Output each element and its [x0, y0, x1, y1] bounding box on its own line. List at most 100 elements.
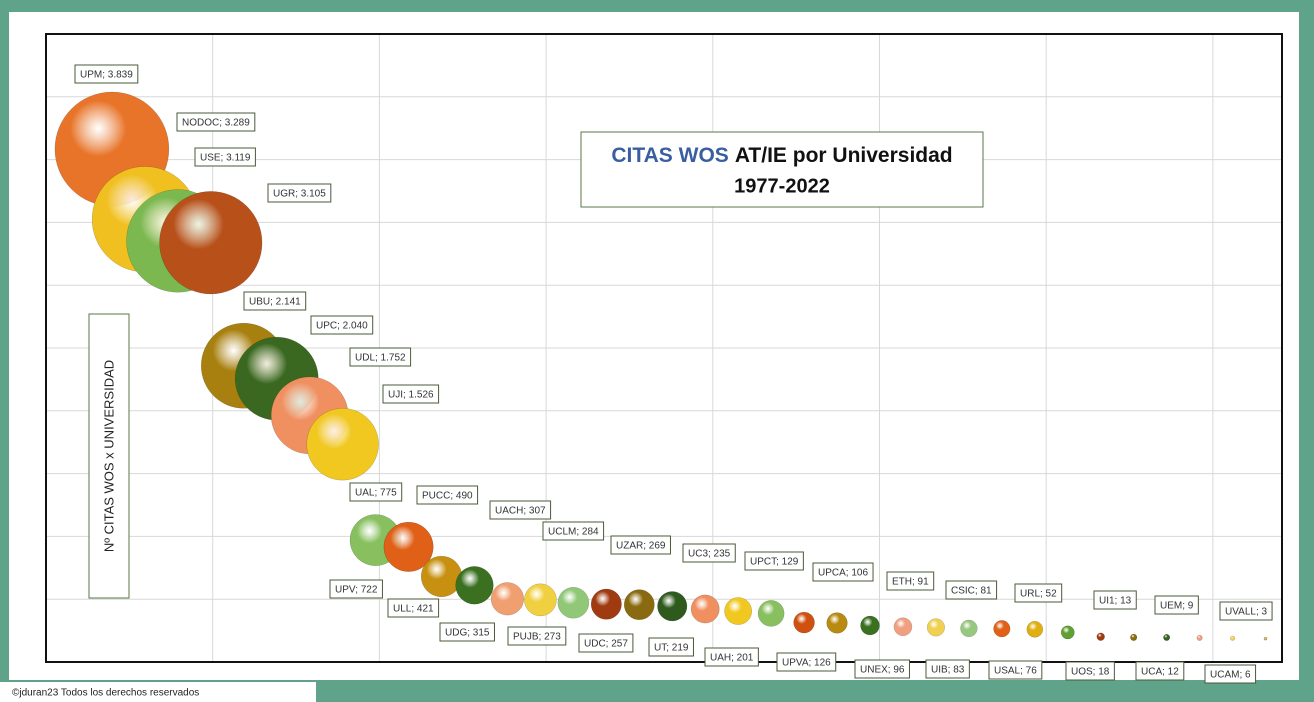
label-box	[176, 112, 256, 132]
label-box	[439, 622, 495, 642]
label-box	[886, 571, 935, 591]
data-label: UPVA; 126	[782, 658, 831, 669]
data-label: UT; 219	[654, 643, 689, 654]
data-label: UPM; 3.839	[80, 70, 133, 81]
data-label: USE; 3.119	[200, 153, 251, 164]
data-label: UCAM; 6	[1210, 670, 1251, 681]
label-box	[387, 598, 440, 618]
label-box	[578, 633, 634, 653]
label-box	[1219, 601, 1273, 621]
bubble	[1196, 634, 1203, 641]
data-label: UACH; 307	[495, 506, 546, 517]
data-label: UBU; 2.141	[249, 297, 301, 308]
bubble	[557, 587, 590, 619]
label-box	[1135, 661, 1185, 681]
data-label: UI1; 13	[1099, 596, 1132, 607]
bubble	[1060, 625, 1075, 640]
data-label: UDL; 1.752	[355, 353, 406, 364]
label-box	[542, 521, 605, 541]
label-box	[744, 551, 804, 571]
chart-title: CITAS WOS AT/IE por Universidad	[611, 144, 952, 167]
data-label: UAL; 775	[355, 488, 397, 499]
bubble	[690, 594, 720, 624]
data-label: UPCA; 106	[818, 568, 868, 579]
data-label: UJI; 1.526	[388, 390, 434, 401]
label-box	[349, 347, 412, 367]
bubble	[490, 582, 525, 616]
data-label: UVALL; 3	[1225, 607, 1267, 618]
bubble	[383, 521, 434, 572]
data-label: ULL; 421	[393, 604, 434, 615]
y-axis-label: Nº CITAS WOS x UNIVERSIDAD	[101, 360, 116, 552]
data-label: UAH; 201	[710, 653, 754, 664]
data-label: UDC; 257	[584, 639, 628, 650]
label-box	[1093, 590, 1137, 610]
footer: ©jduran23 Todos los derechos reservados	[12, 688, 199, 699]
label-box	[329, 579, 383, 599]
bubble	[860, 615, 880, 636]
label-box	[776, 652, 837, 672]
data-label: UDG; 315	[445, 628, 490, 639]
bubble	[590, 588, 622, 620]
label-box	[610, 535, 671, 555]
bubble	[1026, 621, 1044, 638]
data-label: UEM; 9	[1160, 601, 1194, 612]
title-box	[580, 131, 984, 208]
bubble	[455, 566, 494, 605]
chart-background	[9, 12, 1299, 680]
bubble	[1163, 634, 1171, 641]
label-box	[310, 315, 374, 335]
label-box	[194, 147, 256, 167]
data-label: PUCC; 490	[422, 491, 473, 502]
y-label-box	[88, 313, 130, 599]
label-box	[812, 562, 874, 582]
label-box	[648, 637, 694, 657]
data-label: UCLM; 284	[548, 527, 599, 538]
data-label: NODOC; 3.289	[182, 118, 250, 129]
bubble	[893, 617, 913, 637]
label-box	[925, 659, 970, 679]
label-box	[1154, 595, 1199, 615]
data-label: UZAR; 269	[616, 541, 666, 552]
label-box	[854, 659, 910, 679]
bubble	[757, 600, 785, 627]
label-box	[988, 660, 1043, 680]
bubble	[826, 612, 848, 634]
label-box	[416, 485, 479, 505]
label-box	[682, 543, 736, 563]
bubble	[306, 408, 379, 481]
footer-box	[0, 682, 316, 702]
data-label: CSIC; 81	[951, 586, 992, 597]
bubble	[159, 191, 263, 295]
label-box	[1065, 661, 1115, 681]
data-label: UOS; 18	[1071, 667, 1110, 678]
bubble	[993, 620, 1011, 638]
bubble	[657, 591, 688, 622]
data-label: UIB; 83	[931, 665, 965, 676]
chart-subtitle: 1977-2022	[734, 175, 830, 197]
label-box	[489, 500, 552, 520]
bubble	[1130, 633, 1138, 641]
bubble	[926, 618, 945, 637]
data-label: UPC; 2.040	[316, 321, 368, 332]
data-label: UPV; 722	[335, 585, 378, 596]
label-box	[1204, 664, 1257, 684]
label-box	[945, 580, 998, 600]
bubble	[793, 611, 815, 634]
bubble	[724, 597, 753, 625]
data-label: PUJB; 273	[513, 632, 561, 643]
data-label: URL; 52	[1020, 589, 1057, 600]
label-box	[1014, 583, 1063, 603]
data-label: UC3; 235	[688, 549, 731, 560]
label-box	[382, 384, 440, 404]
label-box	[349, 482, 403, 502]
data-label: USAL; 76	[994, 666, 1037, 677]
label-box	[267, 183, 332, 203]
label-box	[507, 626, 567, 646]
label-box	[74, 64, 139, 84]
label-box	[704, 647, 759, 667]
plot-border	[45, 33, 1283, 663]
title-highlight: CITAS WOS	[611, 144, 728, 167]
